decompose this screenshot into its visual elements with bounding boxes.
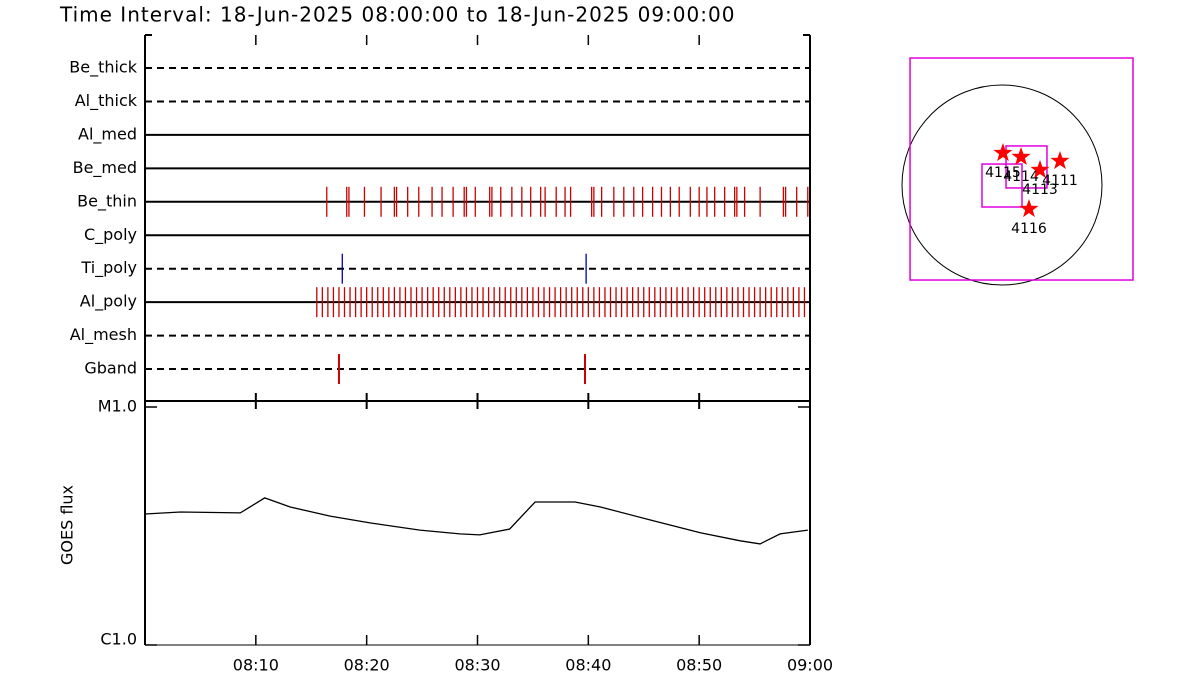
solar-disk	[901, 84, 1103, 286]
y-tick-label: M1.0	[98, 397, 137, 416]
region-label: 4111	[1042, 173, 1078, 189]
region-label: 4116	[1011, 221, 1047, 237]
region-star	[1011, 147, 1031, 165]
region-star	[1030, 160, 1050, 179]
region-label: 4115	[985, 165, 1021, 181]
row-label: Ti_poly	[80, 258, 137, 278]
x-tick-label: 08:50	[676, 656, 722, 675]
fov-box	[981, 163, 1023, 208]
row-label: Be_thick	[69, 58, 137, 78]
region-label: 4113	[1022, 182, 1058, 198]
row-label: Al_mesh	[70, 325, 137, 345]
x-tick-label: 08:10	[233, 656, 279, 675]
y-tick-label: C1.0	[100, 630, 137, 649]
row-label: C_poly	[84, 225, 137, 245]
row-label: Be_med	[73, 158, 137, 178]
x-tick-label: 08:20	[344, 656, 390, 675]
row-label: Be_thin	[77, 191, 137, 211]
region-star	[1019, 199, 1039, 218]
row-label: Al_poly	[80, 292, 137, 312]
row-label: Al_med	[78, 124, 137, 144]
x-tick-label: 09:00	[787, 656, 833, 675]
row-label: Gband	[84, 359, 137, 378]
x-tick-label: 08:30	[454, 656, 500, 675]
flux-line	[144, 497, 808, 545]
y-axis-label: GOES flux	[58, 485, 77, 565]
x-tick-label: 08:40	[565, 656, 611, 675]
pointing-frame	[909, 57, 1134, 281]
region-label: 4114	[1003, 169, 1039, 185]
row-label: Al_thick	[75, 91, 138, 111]
region-star	[993, 143, 1013, 162]
region-star	[1050, 151, 1070, 170]
chart-title: Time Interval: 18-Jun-2025 08:00:00 to 1…	[59, 3, 735, 27]
